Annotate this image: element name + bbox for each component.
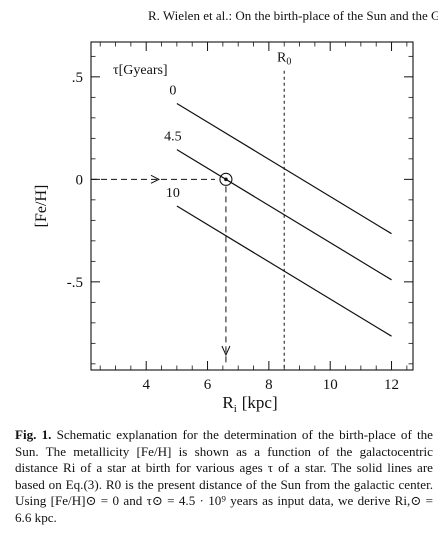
x-tick-label: 10 [323,377,338,393]
sun-marker-dot [224,177,228,182]
reference-line-label: R0 [277,51,291,68]
series-line [176,102,392,235]
figure-chart: R0 04.510 4 6 8 10 12.50-.5 τ[Gyears] [Fe/H]… [33,41,414,415]
horizontal-arrowhead [150,174,161,184]
series-line [176,149,392,281]
x-tick-label: 4 [142,377,150,393]
x-axis-label-main: R [222,393,234,412]
y-tick-label: 0 [76,172,84,188]
reference-line-label-sub: 0 [286,57,291,68]
y-tick-label: -.5 [67,275,83,291]
x-axis-label-unit: [kpc] [242,393,278,412]
figure-caption: Fig. 1. Schematic explanation for the de… [15,427,433,527]
label-group: 4 6 8 10 12 .5 0 -.5 [67,70,399,393]
y-tick-label: .5 [72,70,83,86]
series-group: 0 4.5 10 [164,84,392,337]
vertical-arrowhead [221,345,231,357]
legend-title: τ[Gyears] [113,63,168,78]
x-tick-label: 8 [265,377,273,393]
caption-label: Fig. 1. [15,427,52,442]
y-axis-label: [Fe/H] [33,185,50,228]
arrow-group [91,172,233,364]
plot-frame [90,41,414,371]
series-label: 0 [169,84,176,99]
reference-line-label-main: R [277,51,287,66]
x-axis-label: Ri [kpc] [222,393,277,415]
x-axis-label-sub: i [234,403,237,415]
axis-ticks [91,42,413,370]
x-tick-label: 6 [204,377,212,393]
series-label: 10 [166,186,180,201]
series-line [176,205,392,337]
sun-marker-circle [219,172,233,186]
caption-text: Schematic explanation for the determinat… [15,427,433,525]
reference-line-group: R0 [277,51,291,370]
series-label: 4.5 [164,130,182,145]
running-header: R. Wielen et al.: On the birth-place of … [148,8,438,23]
x-tick-label: 12 [384,377,399,393]
